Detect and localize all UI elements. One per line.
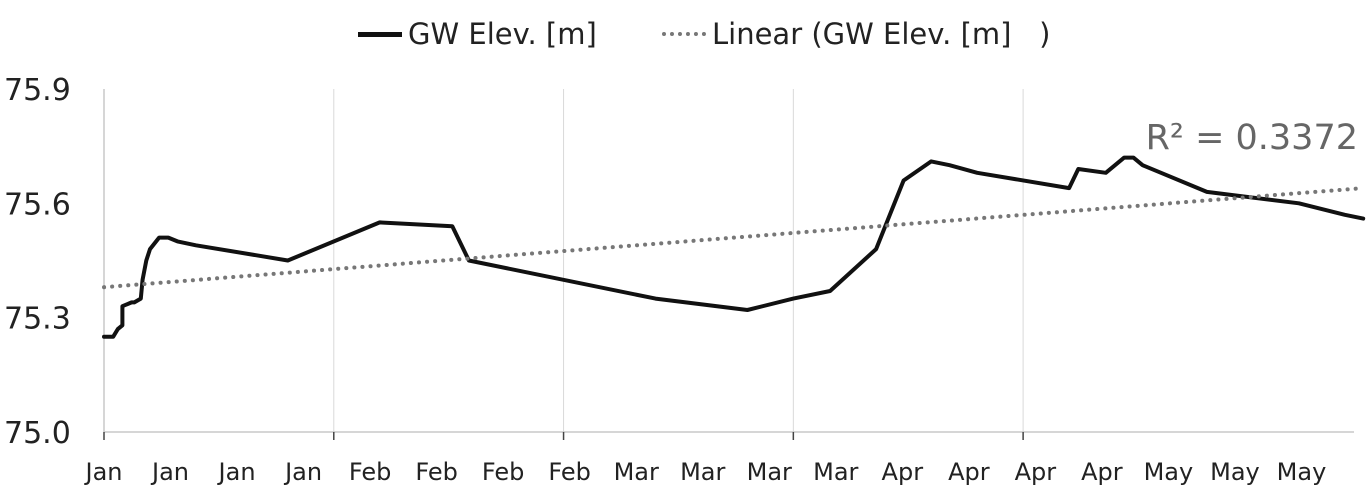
x-tick-label: Mar [813,458,858,486]
legend-label-linear: Linear (GW Elev. [m] ) [712,17,1051,51]
y-tick-label: 75.0 [4,416,71,451]
r-squared-label: R² = 0.3372 [1146,118,1358,158]
y-tick-label: 75.6 [4,187,71,222]
y-tick-label: 75.9 [4,73,71,108]
x-tick-label: Mar [747,458,792,486]
x-tick-label: Feb [415,458,458,486]
legend-item-linear: Linear (GW Elev. [m] ) [662,16,1050,52]
x-tick-label: May [1277,458,1327,486]
x-tick-label: Mar [680,458,725,486]
chart-legend: GW Elev. [m] Linear (GW Elev. [m] ) [0,12,1368,56]
x-tick-label: May [1144,458,1194,486]
x-tick-label: Apr [882,458,924,486]
legend-swatch-solid [358,31,402,37]
trendline-linear [102,186,1366,290]
x-tick-label: Apr [1015,458,1057,486]
x-tick-label: Jan [150,458,189,486]
legend-swatch-dotted [662,32,706,36]
x-tick-label: Feb [349,458,392,486]
x-tick-label: Apr [948,458,990,486]
x-tick-label: Mar [614,458,659,486]
legend-item-gw-elev: GW Elev. [m] [358,16,597,52]
x-tick-label: Jan [217,458,256,486]
legend-label-gw-elev: GW Elev. [m] [408,17,597,51]
series-line-gw-elev [102,155,1366,339]
x-tick-label: Apr [1081,458,1123,486]
x-tick-label: Jan [84,458,123,486]
x-tick-label: Feb [548,458,591,486]
x-tick-label: May [1210,458,1260,486]
x-tick-label: Feb [482,458,525,486]
y-tick-label: 75.3 [4,302,71,337]
x-tick-label: Jan [283,458,322,486]
